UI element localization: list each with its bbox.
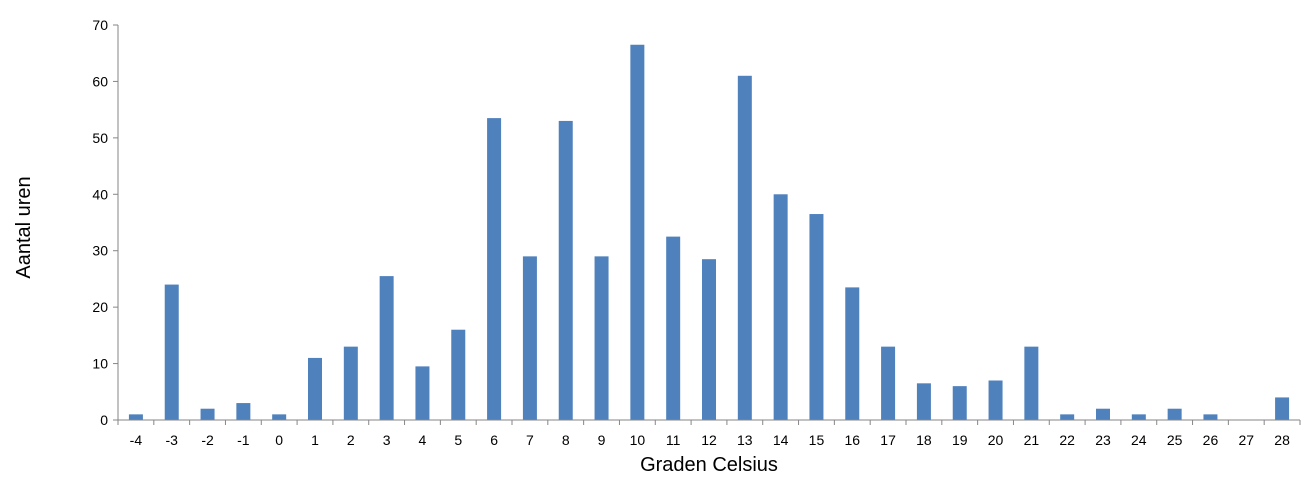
x-tick-label: 21: [1024, 432, 1040, 448]
bar-15: [809, 214, 824, 420]
bar-7: [522, 256, 537, 420]
x-tick-label: 18: [916, 432, 932, 448]
bar-14: [773, 194, 788, 420]
x-tick-label: 16: [844, 432, 860, 448]
x-tick-label: 15: [809, 432, 825, 448]
x-tick-label: 2: [347, 432, 355, 448]
x-tick-label: 6: [490, 432, 498, 448]
y-tick-label: 0: [100, 412, 108, 428]
x-tick-label: 1: [311, 432, 319, 448]
axes-group: [117, 25, 1300, 421]
bar-6: [487, 118, 502, 421]
bar--2: [200, 408, 215, 420]
x-tick-label: 23: [1095, 432, 1111, 448]
y-tick-label: 30: [92, 243, 108, 259]
y-tick-label: 60: [92, 73, 108, 89]
bar--1: [236, 403, 251, 420]
y-tick-label: 50: [92, 130, 108, 146]
bar-12: [702, 259, 716, 420]
bar--4: [128, 414, 143, 420]
x-tick-label: 25: [1167, 432, 1183, 448]
bar-25: [1167, 408, 1182, 420]
x-tick-label: 3: [383, 432, 391, 448]
bar-21: [1024, 346, 1039, 420]
x-tick-label: 12: [701, 432, 717, 448]
y-ticks-group: 0 10 20 30 40 50 60 70: [92, 17, 118, 428]
x-tick-label: 13: [737, 432, 753, 448]
bar-3: [379, 276, 394, 420]
bar-19: [952, 386, 967, 420]
x-tick-label: 11: [666, 432, 681, 448]
bar--3: [164, 284, 179, 420]
x-ticks-group: -4 -3 -2 -1 0 1 2 3 4 5 6 7 8 9 10 11 12 13 14 15 16 17 18 19 20…: [117, 420, 1301, 448]
x-tick-label: 17: [880, 432, 896, 448]
bar-10: [630, 44, 645, 420]
y-tick-label: 40: [92, 186, 108, 202]
x-tick-label: 7: [526, 432, 534, 448]
bar-2: [343, 346, 358, 420]
bar-11: [666, 236, 681, 420]
x-tick-label: 4: [419, 432, 427, 448]
x-tick-label: 22: [1059, 432, 1075, 448]
bar-20: [988, 380, 1003, 420]
bar-1: [308, 357, 322, 420]
x-tick-label: 10: [630, 432, 646, 448]
bar-26: [1203, 414, 1218, 420]
bars-group: [128, 44, 1290, 421]
y-axis-title: Aantal uren: [13, 176, 35, 278]
x-tick-label: 20: [988, 432, 1004, 448]
x-tick-label: 14: [773, 432, 789, 448]
y-tick-label: 10: [92, 356, 108, 372]
x-tick-label: -1: [237, 432, 250, 448]
y-tick-label: 70: [92, 17, 108, 33]
bar-23: [1096, 408, 1110, 420]
x-tick-label: 24: [1131, 432, 1147, 448]
bar-4: [415, 366, 430, 420]
bar-5: [451, 329, 466, 420]
x-tick-label: 19: [952, 432, 968, 448]
x-tick-label: 0: [275, 432, 283, 448]
x-tick-label: 26: [1203, 432, 1219, 448]
y-tick-label: 20: [92, 299, 108, 315]
x-tick-label: -4: [130, 432, 143, 448]
x-tick-label: 9: [598, 432, 606, 448]
bar-0: [272, 414, 287, 420]
bar-24: [1131, 414, 1146, 420]
x-tick-label: 27: [1238, 432, 1254, 448]
bar-16: [845, 287, 860, 420]
x-tick-label: 5: [454, 432, 462, 448]
bar-13: [737, 75, 752, 420]
x-tick-label: -3: [166, 432, 179, 448]
x-tick-label: -2: [201, 432, 214, 448]
bar-18: [916, 383, 931, 420]
bar-9: [594, 256, 609, 420]
bar-28: [1275, 397, 1290, 420]
x-tick-label: 28: [1274, 432, 1290, 448]
bar-17: [881, 346, 896, 420]
bar-8: [558, 120, 573, 421]
x-tick-label: 8: [562, 432, 570, 448]
x-axis-title: Graden Celsius: [640, 454, 778, 476]
bar-22: [1060, 414, 1075, 420]
